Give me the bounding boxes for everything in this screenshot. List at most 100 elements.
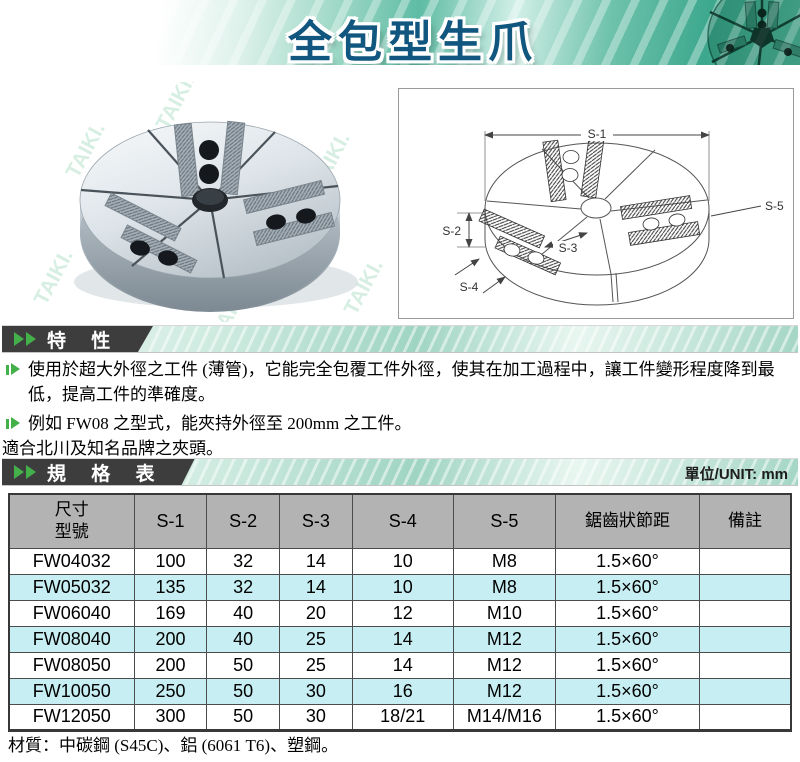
- cell-value: 30: [279, 677, 353, 705]
- table-row: FW08050 200 50 25 14 M12 1.5×60°: [8, 651, 792, 679]
- table-row: FW05032 135 32 14 10 M8 1.5×60°: [8, 573, 792, 601]
- cell-value: 50: [206, 677, 281, 705]
- specs-section-title: 規 格 表: [47, 463, 165, 485]
- unit-label: 單位/UNIT: mm: [684, 466, 788, 483]
- cell-value: 40: [206, 599, 281, 627]
- col-header-remarks: 備註: [698, 493, 792, 549]
- features-section-tab: 特 性: [2, 326, 150, 352]
- col-header-s3: S-3: [279, 493, 353, 549]
- cell-value: [698, 651, 792, 679]
- cell-value: 1.5×60°: [555, 547, 700, 575]
- cell-value: 25: [279, 625, 353, 653]
- col-header-model: 尺寸 型號: [8, 493, 135, 549]
- cell-value: 300: [133, 703, 208, 731]
- cell-value: 135: [133, 573, 208, 601]
- cell-value: [698, 677, 792, 705]
- col-header-s5: S-5: [452, 493, 557, 549]
- cell-value: 1.5×60°: [555, 651, 700, 679]
- cell-value: 14: [279, 547, 353, 575]
- cell-model: FW12050: [8, 703, 135, 731]
- feature-item: 例如 FW08 之型式，能夾持外徑至 200mm 之工件。: [6, 411, 796, 436]
- bullet-arrow-icon: [6, 417, 21, 430]
- cell-value: M8: [452, 547, 557, 575]
- diagram-label-s3: S-3: [559, 241, 578, 255]
- cell-value: 16: [351, 677, 454, 705]
- cell-value: 20: [279, 599, 353, 627]
- feature-list: 使用於超大外徑之工件 (薄管)，它能完全包覆工件外徑，使其在加工過程中，讓工件變…: [6, 357, 796, 440]
- cell-value: [698, 703, 792, 731]
- cell-model: FW06040: [8, 599, 135, 627]
- specs-section-tab: 規 格 表: [2, 459, 195, 485]
- bullet-arrow-icon: [6, 363, 21, 376]
- cell-value: 1.5×60°: [555, 703, 700, 731]
- col-header-model-line: 型號: [54, 522, 89, 542]
- cell-value: 169: [133, 599, 208, 627]
- cell-value: 25: [279, 651, 353, 679]
- features-section-bar: 特 性: [2, 325, 798, 353]
- feature-text: 使用於超大外徑之工件 (薄管)，它能完全包覆工件外徑，使其在加工過程中，讓工件變…: [28, 360, 775, 404]
- cell-value: 14: [279, 573, 353, 601]
- table-row: FW06040 169 40 20 12 M10 1.5×60°: [8, 599, 792, 627]
- cell-value: M12: [452, 677, 557, 705]
- diagram-label-s4: S-4: [460, 280, 479, 294]
- banner-chuck-image: [707, 0, 800, 65]
- features-section-title: 特 性: [47, 330, 121, 352]
- cell-value: 14: [351, 651, 454, 679]
- cell-value: M10: [452, 599, 557, 627]
- table-row: FW10050 250 50 30 16 M12 1.5×60°: [8, 677, 792, 705]
- cell-model: FW05032: [8, 573, 135, 601]
- cell-model: FW08050: [8, 651, 135, 679]
- diagram-label-s1: S-1: [588, 127, 607, 141]
- material-note: 材質：中碳鋼 (S45C)、鋁 (6061 T6)、塑鋼。: [8, 736, 339, 755]
- cell-value: 1.5×60°: [555, 573, 700, 601]
- cell-value: 200: [133, 625, 208, 653]
- cell-value: [698, 547, 792, 575]
- cell-value: 18/21: [351, 703, 454, 731]
- cell-value: M12: [452, 651, 557, 679]
- table-row: FW08040 200 40 25 14 M12 1.5×60°: [8, 625, 792, 653]
- cell-model: FW04032: [8, 547, 135, 575]
- cell-value: 14: [351, 625, 454, 653]
- cell-value: 12: [351, 599, 454, 627]
- cell-value: 50: [206, 703, 281, 731]
- cell-value: 100: [133, 547, 208, 575]
- col-header-size-line: 尺寸: [54, 500, 89, 520]
- page-title: 全包型生爪: [288, 18, 538, 65]
- cell-value: 10: [351, 573, 454, 601]
- cell-value: M8: [452, 573, 557, 601]
- cell-value: [698, 599, 792, 627]
- cell-value: 32: [206, 547, 281, 575]
- feature-text: 例如 FW08 之型式，能夾持外徑至 200mm 之工件。: [28, 414, 412, 433]
- cell-value: 30: [279, 703, 353, 731]
- diagram-label-s2: S-2: [442, 224, 461, 238]
- cell-value: [698, 573, 792, 601]
- cell-value: M12: [452, 625, 557, 653]
- double-chevron-icon: [14, 465, 38, 479]
- cell-value: M14/M16: [452, 703, 557, 731]
- spec-table: 尺寸 型號 S-1 S-2 S-3 S-4 S-5 鋸齒狀節距 備註 FW040…: [8, 493, 792, 732]
- cell-model: FW10050: [8, 677, 135, 705]
- svg-text:TAIKI.: TAIKI.: [30, 246, 78, 309]
- table-row: FW12050 300 50 30 18/21 M14/M16 1.5×60°: [8, 703, 792, 731]
- col-header-s1: S-1: [133, 493, 208, 549]
- cell-value: 32: [206, 573, 281, 601]
- diagram-label-s5: S-5: [765, 199, 784, 213]
- cell-value: 1.5×60°: [555, 625, 700, 653]
- cell-value: 1.5×60°: [555, 599, 700, 627]
- col-header-pitch: 鋸齒狀節距: [555, 493, 700, 549]
- cell-value: 200: [133, 651, 208, 679]
- specs-section-bar: 規 格 表 單位/UNIT: mm: [2, 458, 798, 486]
- table-row: FW04032 100 32 14 10 M8 1.5×60°: [8, 547, 792, 575]
- cell-value: 40: [206, 625, 281, 653]
- compatibility-note: 適合北川及知名品牌之夾頭。: [2, 439, 223, 458]
- col-header-s2: S-2: [206, 493, 281, 549]
- cell-value: 1.5×60°: [555, 677, 700, 705]
- double-chevron-icon: [14, 332, 38, 346]
- cell-model: FW08040: [8, 625, 135, 653]
- cell-value: [698, 625, 792, 653]
- cell-value: 10: [351, 547, 454, 575]
- table-header-row: 尺寸 型號 S-1 S-2 S-3 S-4 S-5 鋸齒狀節距 備註: [8, 493, 792, 549]
- dimension-diagram: S-1 S-2 S-3 S-4 S-5: [398, 88, 794, 319]
- cell-value: 250: [133, 677, 208, 705]
